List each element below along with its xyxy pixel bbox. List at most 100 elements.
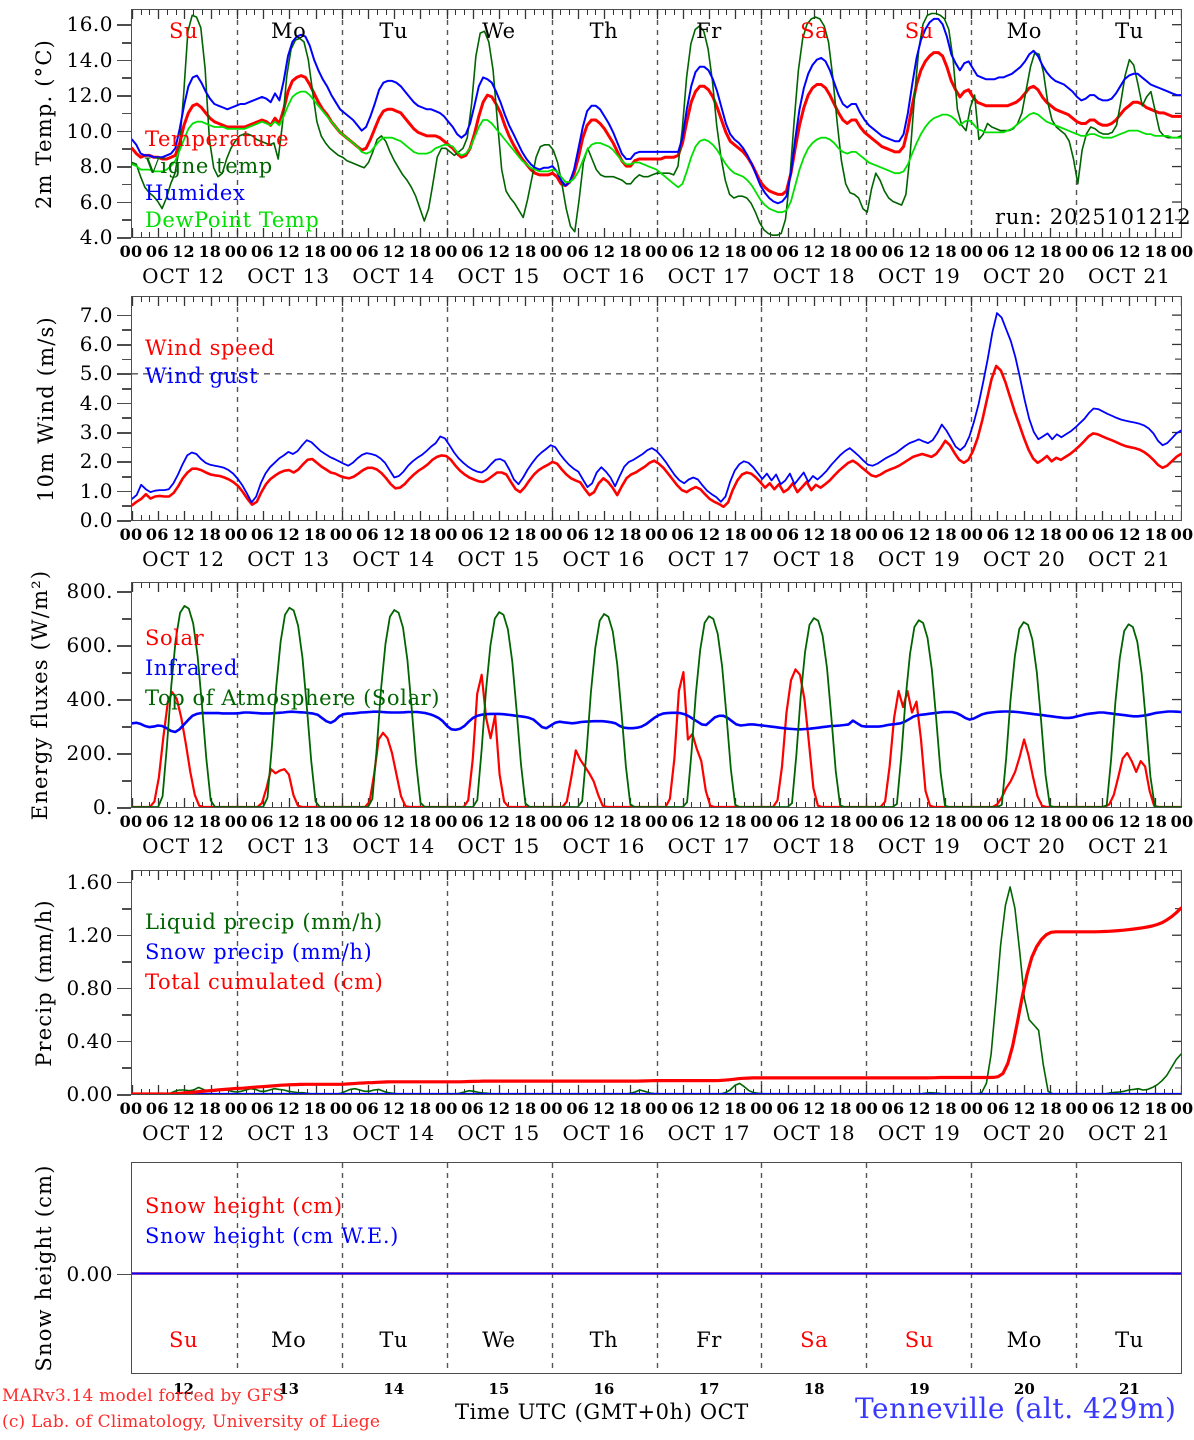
weekday-label-bottom: Mo [270, 1328, 307, 1352]
y-tick-label: 600. [66, 633, 113, 658]
hour-tick-label: 18 [408, 525, 432, 544]
hour-tick-label: 18 [303, 812, 327, 831]
hour-tick-label: 12 [907, 1099, 931, 1118]
weekday-label-bottom: Th [589, 1328, 619, 1352]
hour-tick-label: 06 [1091, 242, 1115, 261]
date-label: OCT 17 [667, 1121, 751, 1145]
hour-tick-label: 12 [1013, 812, 1036, 831]
hour-tick-label: 18 [1144, 812, 1168, 831]
hour-tick-label: 00 [750, 1099, 773, 1118]
legend-item-snow-height-cm-w-e: Snow height (cm W.E.) [145, 1224, 399, 1248]
y-tick-mark-minor [122, 618, 131, 620]
hour-tick-label: 12 [277, 1099, 300, 1118]
y-tick-mark [117, 753, 131, 755]
hour-tick-label: 06 [356, 525, 379, 544]
hour-tick-label: 00 [645, 525, 668, 544]
y-tick-mark [117, 591, 131, 593]
hour-tick-label: 00 [1065, 242, 1089, 261]
plot-area-wind [131, 296, 1182, 521]
hour-tick-label: 12 [172, 1099, 195, 1118]
plot-area-energy_fluxes [131, 582, 1182, 808]
hour-tick-label: 00 [645, 1099, 668, 1118]
station-label: Tenneville (alt. 429m) [855, 1392, 1177, 1425]
hour-tick-label: 06 [566, 525, 590, 544]
date-label: OCT 17 [667, 264, 751, 288]
y-tick-mark [117, 201, 131, 204]
y-tick-mark [117, 1040, 131, 1043]
y-tick-mark-minor [122, 1014, 131, 1016]
date-label: OCT 15 [457, 547, 541, 571]
legend-item-wind-gust: Wind gust [145, 364, 259, 388]
hour-tick-label: 06 [671, 812, 695, 831]
hour-tick-label: 06 [671, 242, 695, 261]
plot-area-snow_height [131, 1162, 1182, 1374]
y-tick-label: 3.0 [79, 419, 113, 444]
y-axis-label-precip: Precip (mm/h) [32, 898, 56, 1067]
hour-tick-label: 12 [487, 525, 511, 544]
hour-tick-label: 00 [329, 1099, 353, 1118]
y-tick-mark [117, 431, 131, 434]
y-tick-mark-minor [122, 148, 131, 150]
hour-tick-label: 18 [408, 812, 432, 831]
date-label: OCT 18 [772, 1121, 856, 1145]
date-label: OCT 13 [247, 1121, 331, 1145]
hour-tick-label: 18 [513, 1099, 537, 1118]
y-tick-mark [117, 130, 131, 133]
hour-tick-label: 12 [382, 242, 406, 261]
hour-tick-label: 12 [382, 1099, 406, 1118]
date-label: OCT 17 [667, 547, 751, 571]
hour-tick-label: 00 [750, 525, 773, 544]
hour-tick-label: 12 [907, 242, 931, 261]
hour-tick-label: 00 [119, 525, 143, 544]
hour-tick-label: 00 [329, 525, 353, 544]
y-tick-label: 10.0 [66, 118, 113, 143]
hour-tick-label: 00 [750, 812, 773, 831]
y-tick-mark [117, 95, 131, 97]
weekday-label: Su [168, 19, 199, 43]
hour-tick-label: 12 [697, 812, 721, 831]
hour-tick-label: 18 [513, 525, 537, 544]
y-tick-label: 800. [66, 579, 113, 604]
hour-tick-label: 06 [671, 1099, 695, 1118]
hour-tick-label: 18 [1039, 812, 1062, 831]
y-tick-mark-minor [122, 780, 131, 782]
hour-tick-row: 00 06 12 18 00 06 12 18 00 06 12 18 00 06 12 18 00 06 12 18… [0, 525, 1194, 545]
hour-tick-label: 12 [1118, 1099, 1141, 1118]
date-label: OCT 21 [1088, 834, 1171, 858]
date-label: OCT 13 [247, 547, 331, 571]
y-tick-label: 1.60 [66, 869, 113, 894]
hour-tick-label: 18 [934, 525, 957, 544]
hour-tick-label: 06 [566, 242, 590, 261]
date-label: OCT 21 [1088, 1121, 1171, 1145]
hour-tick-label: 00 [645, 242, 668, 261]
hour-tick-label: 18 [723, 525, 747, 544]
hour-tick-label: 06 [145, 525, 169, 544]
hour-tick-label: 18 [408, 1099, 432, 1118]
hour-tick-label: 12 [697, 1099, 721, 1118]
y-tick-label: 0.40 [66, 1028, 113, 1053]
y-tick-mark [117, 343, 131, 346]
y-tick-mark [117, 24, 131, 26]
hour-tick-label: 12 [802, 1099, 826, 1118]
date-label: OCT 18 [772, 834, 856, 858]
date-label: OCT 12 [142, 834, 225, 858]
hour-tick-label: 12 [277, 525, 300, 544]
legend-item-temperature: Temperature [145, 127, 290, 151]
weekday-label-bottom: Mo [1006, 1328, 1043, 1352]
hour-tick-label: 06 [986, 1099, 1010, 1118]
hour-tick-label: 18 [723, 1099, 747, 1118]
hour-tick-label: 06 [145, 812, 169, 831]
y-tick-mark [117, 807, 131, 809]
legend-item-liquid-precip-mm-h: Liquid precip (mm/h) [145, 910, 383, 934]
hour-tick-label: 06 [986, 812, 1010, 831]
y-axis-label-temperature: 2m Temp. (°C) [32, 38, 56, 209]
hour-tick-label: 00 [540, 525, 563, 544]
weekday-label-bottom: Su [904, 1328, 934, 1352]
weekday-label: Mo [1006, 19, 1043, 43]
hour-tick-label: 06 [881, 812, 905, 831]
hour-tick-label: 18 [1144, 525, 1168, 544]
footer-lab-credit: (c) Lab. of Climatology, University of L… [2, 1412, 381, 1432]
y-tick-mark [117, 166, 131, 168]
y-tick-mark-minor [122, 183, 131, 186]
hour-tick-label: 06 [986, 525, 1010, 544]
